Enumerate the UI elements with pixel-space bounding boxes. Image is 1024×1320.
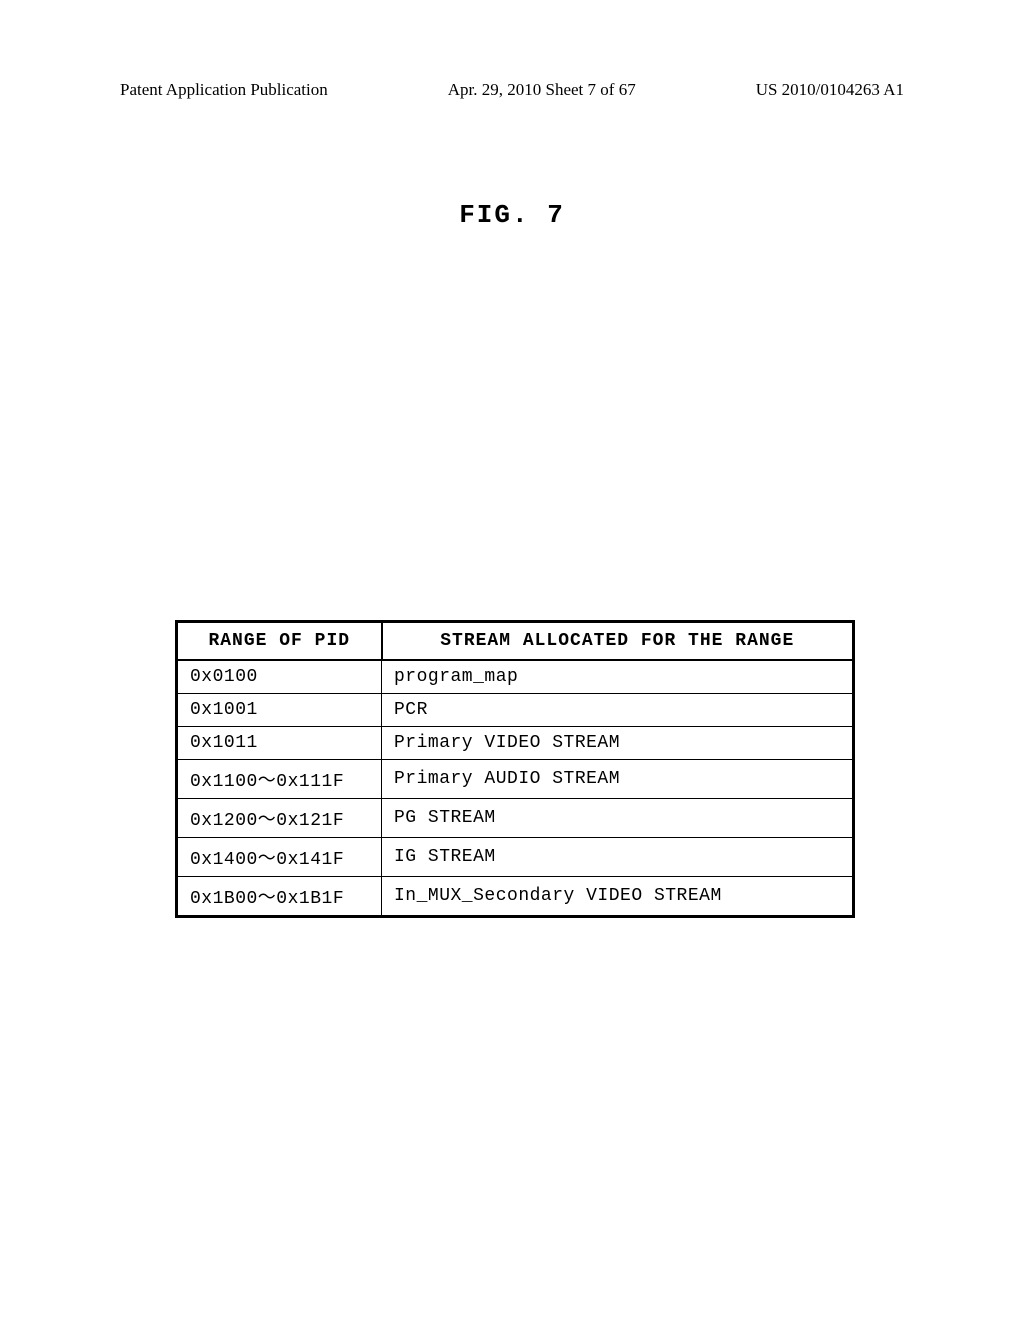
cell-stream: In_MUX_Secondary VIDEO STREAM (382, 877, 854, 917)
page-header: Patent Application Publication Apr. 29, … (0, 80, 1024, 100)
table-row: 0x1200～0x121F PG STREAM (177, 799, 854, 838)
cell-stream: IG STREAM (382, 838, 854, 877)
table-row: 0x1B00～0x1B1F In_MUX_Secondary VIDEO STR… (177, 877, 854, 917)
cell-pid: 0x1100～0x111F (177, 760, 382, 799)
cell-stream: PCR (382, 694, 854, 727)
header-left: Patent Application Publication (120, 80, 328, 100)
cell-stream: Primary VIDEO STREAM (382, 727, 854, 760)
table-row: 0x1001 PCR (177, 694, 854, 727)
cell-stream: Primary AUDIO STREAM (382, 760, 854, 799)
cell-pid: 0x1B00～0x1B1F (177, 877, 382, 917)
cell-stream: PG STREAM (382, 799, 854, 838)
col-header-pid: RANGE OF PID (177, 622, 382, 661)
table-row: 0x1011 Primary VIDEO STREAM (177, 727, 854, 760)
table-header-row: RANGE OF PID STREAM ALLOCATED FOR THE RA… (177, 622, 854, 661)
figure-label: FIG. 7 (0, 200, 1024, 230)
header-right: US 2010/0104263 A1 (756, 80, 904, 100)
cell-pid: 0x1011 (177, 727, 382, 760)
header-center: Apr. 29, 2010 Sheet 7 of 67 (448, 80, 636, 100)
cell-pid: 0x1200～0x121F (177, 799, 382, 838)
pid-table: RANGE OF PID STREAM ALLOCATED FOR THE RA… (175, 620, 855, 918)
table-row: 0x1100～0x111F Primary AUDIO STREAM (177, 760, 854, 799)
cell-stream: program_map (382, 660, 854, 694)
table-row: 0x1400～0x141F IG STREAM (177, 838, 854, 877)
cell-pid: 0x1400～0x141F (177, 838, 382, 877)
col-header-stream: STREAM ALLOCATED FOR THE RANGE (382, 622, 854, 661)
cell-pid: 0x0100 (177, 660, 382, 694)
cell-pid: 0x1001 (177, 694, 382, 727)
table-row: 0x0100 program_map (177, 660, 854, 694)
